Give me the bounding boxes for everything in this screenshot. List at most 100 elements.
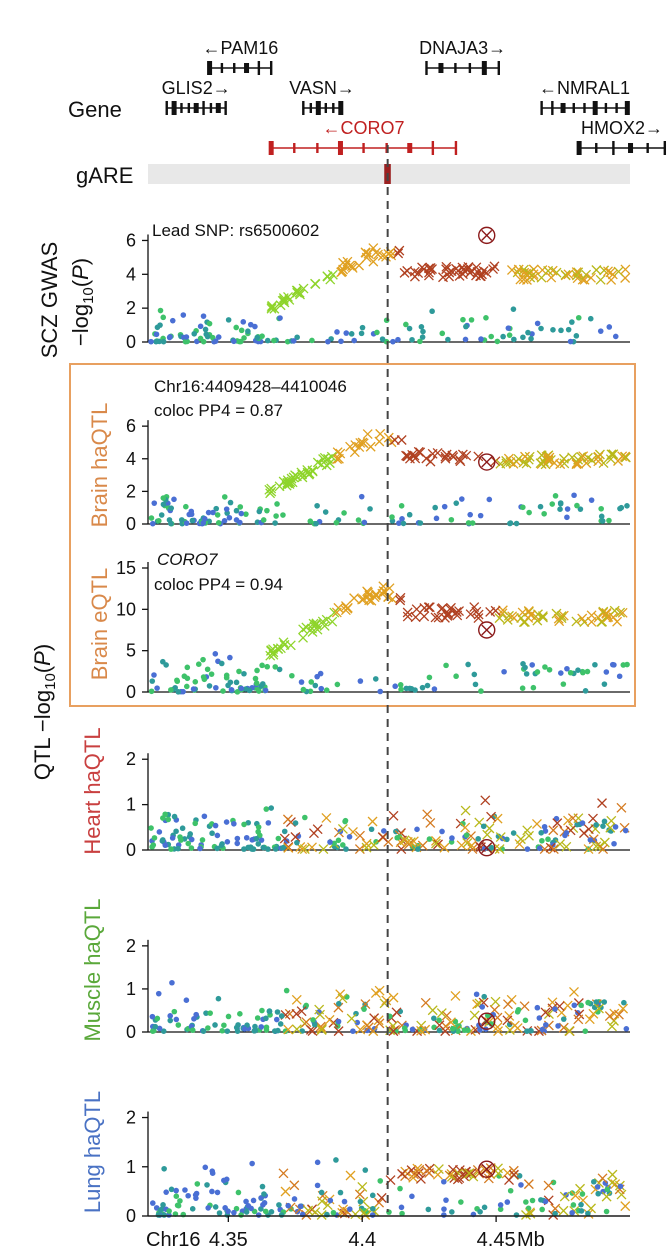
snp-cross-stroke [410,612,421,623]
brain-haqtl-snp-point [398,503,405,509]
snp-cross-stroke [502,1015,513,1026]
snp-cross-stroke [297,472,308,483]
scz-gwas-panel: 0 2 4 6 [126,226,631,352]
brain-eqtl-snp-point [259,681,266,687]
brain-eqtl-snp-point [206,683,213,689]
brain-eqtl-snp-point [537,612,548,623]
lung-haqtl-snp-point [594,1184,601,1190]
lung-haqtl-snp-point [448,1164,458,1175]
snp-cross-stroke [440,451,451,462]
lung-haqtl-snp-point [603,1208,610,1215]
brain-eqtl-snp-point [473,613,484,624]
brain-eqtl-snp-point [395,592,406,603]
scz-gwas-snp-point [471,262,482,273]
brain-eqtl-snp-point [454,606,465,617]
heart-haqtl-snp-point [241,846,247,852]
brain-haqtl-snp-point [148,515,155,521]
snp-cross-stroke [403,839,414,850]
snp-cross-stroke [617,451,628,462]
snp-cross-stroke [441,264,452,275]
snp-cross-stroke [497,608,508,619]
heart-haqtl-snp-point [162,811,168,818]
snp-cross-stroke [308,828,319,839]
snp-cross-stroke [597,1173,608,1184]
brain-haqtl-lead-snp-marker [478,453,496,471]
scz-gwas-snp-point [166,334,173,341]
snp-cross-stroke [316,1025,327,1036]
brain-eqtl-snp-point [395,595,406,606]
scz-gwas-snp-point [377,250,388,261]
heart-haqtl-snp-point [380,828,387,834]
brain-eqtl-snp-point [406,685,413,692]
heart-haqtl-lead-snp-marker [478,839,496,857]
snp-cross-stroke [607,1177,618,1188]
lung-haqtl-snp-point [221,1177,227,1184]
brain-haqtl-snp-point [402,451,413,462]
snp-cross-stroke [524,267,535,278]
scz-gwas-snp-point [182,338,189,345]
gene-glis2: GLIS2→ [162,78,231,115]
snp-cross-stroke [406,1165,417,1176]
scz-gwas-snp-point [581,269,592,280]
brain-eqtl-snp-point [246,687,253,694]
snp-cross-stroke [394,245,405,256]
lung-haqtl-snp-point [157,1207,164,1213]
brain-haqtl-snp-point [454,454,465,465]
heart-haqtl-snp-point [377,832,388,843]
heart-haqtl-snp-point [579,820,586,826]
muscle-haqtl-snp-point [296,1006,307,1017]
snp-cross-stroke [571,458,582,469]
heart-haqtl-snp-point [561,841,572,852]
muscle-haqtl-snp-point [283,987,290,994]
snp-cross-stroke [471,262,482,273]
muscle-haqtl-snp-point [607,1021,617,1032]
lung-haqtl-snp-point [398,1204,405,1211]
scz-gwas-snp-point [571,267,582,277]
heart-haqtl-snp-point [367,816,378,827]
muscle-haqtl-snp-point [221,1022,227,1029]
brain-haqtl-snp-point [168,505,175,511]
muscle-haqtl-snp-point [416,1025,427,1036]
heart-haqtl-snp-point [224,839,231,845]
brain-haqtl-snp-point [215,519,222,526]
snp-cross-stroke [425,818,436,828]
brain-eqtl-snp-point [564,665,570,672]
snp-cross-stroke [309,621,320,632]
brain-haqtl-snp-point [183,503,189,510]
snp-cross-stroke [560,269,571,280]
snp-cross-stroke [295,289,305,300]
snp-cross-stroke [598,458,609,468]
lead-snp-circle [478,453,496,471]
brain-eqtl-snp-point [184,664,191,671]
gene-track-label: Gene [68,97,122,122]
heart-haqtl-snp-point [197,845,203,852]
snp-cross-stroke [357,1181,368,1192]
scz-gwas-snp-point [252,323,258,330]
snp-cross-stroke [316,1196,327,1207]
snp-cross-stroke [521,268,532,279]
scz-gwas-snp-point [575,314,582,321]
lead-snp-cross [481,1015,493,1027]
brain-eqtl-snp-point [501,668,507,675]
scz-gwas-snp-point [478,265,489,276]
brain-haqtl-snp-point [238,510,245,517]
lung-haqtl-snp-point [173,1193,180,1199]
heart-haqtl-snp-point [308,828,319,839]
muscle-haqtl-snp-point [355,1024,366,1035]
snp-cross-stroke [562,1000,573,1011]
lung-haqtl-snp-point [341,1198,348,1205]
colocalization-box [69,363,636,707]
heart-haqtl-snp-point [212,822,219,829]
lung-haqtl-snp-point [409,1193,415,1200]
heart-haqtl-snp-point [522,825,533,836]
muscle-haqtl-snp-point [315,1009,325,1020]
lung-haqtl-snp-point [539,1206,545,1213]
heart-haqtl-snp-point [622,827,629,834]
snp-cross-stroke [563,815,574,826]
brain-eqtl-snp-point [149,678,156,684]
muscle-haqtl-snp-point [436,1027,443,1034]
muscle-haqtl-snp-point [336,1000,342,1007]
lung-haqtl-snp-point [472,1164,483,1175]
snp-cross-stroke [377,250,388,261]
snp-cross-stroke [419,611,430,622]
